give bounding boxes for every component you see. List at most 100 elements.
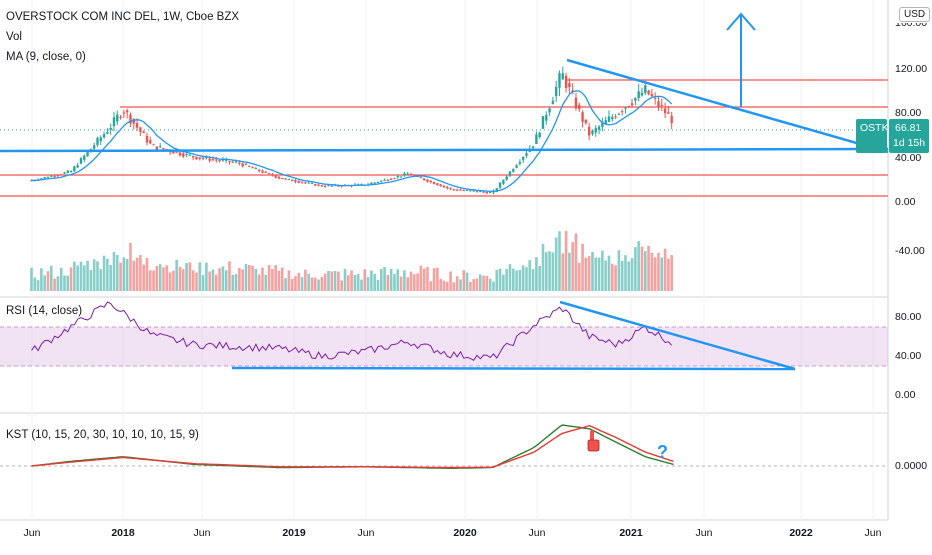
volume-bar	[99, 269, 103, 291]
candle-body	[241, 163, 244, 167]
candle-body	[452, 189, 456, 191]
candle-body	[310, 183, 314, 185]
time-axis-tick: Jun	[528, 527, 546, 539]
volume-bar	[495, 269, 499, 291]
volume-bar	[343, 268, 347, 291]
candle-body	[426, 179, 429, 182]
candle-body	[53, 175, 56, 177]
volume-bar	[459, 279, 462, 291]
volume-bar	[313, 277, 317, 291]
candle-body	[624, 107, 627, 109]
volume-bar	[33, 277, 37, 291]
candle-body	[667, 112, 670, 114]
volume-bar	[445, 281, 449, 291]
time-axis-tick: Jun	[193, 527, 211, 539]
candle-body	[670, 115, 673, 124]
candle-body	[271, 174, 274, 176]
candle-body	[502, 179, 505, 184]
time-axis-tick: 2021	[619, 527, 643, 539]
volume-bar	[492, 281, 495, 291]
volume-bar	[370, 270, 373, 291]
candle-body	[551, 100, 555, 105]
trendline-descending[interactable]	[566, 58, 889, 154]
volume-bar	[604, 260, 607, 291]
volume-bar	[300, 277, 304, 291]
candle-body	[92, 145, 96, 149]
time-axis-tick: 2019	[282, 527, 306, 539]
candle-body	[594, 128, 597, 133]
currency-button[interactable]: USD	[899, 7, 931, 22]
volume-bar	[310, 277, 314, 291]
price-axis-tick: 40.00	[895, 152, 922, 164]
volume-bar	[139, 255, 142, 291]
candle-body	[389, 178, 393, 180]
volume-bar	[515, 270, 518, 291]
candle-body	[584, 119, 588, 124]
volume-bar	[376, 279, 380, 291]
volume-bar	[627, 261, 631, 291]
candle-body	[277, 176, 281, 179]
volume-bar	[323, 273, 327, 291]
rsi-trendline-support[interactable]	[231, 366, 796, 371]
candle-body	[46, 177, 50, 179]
volume-bar	[614, 265, 617, 291]
ma-9-line[interactable]	[31, 90, 673, 192]
volume-bar	[634, 247, 637, 291]
volume-bar	[191, 270, 195, 291]
candle-body	[218, 159, 221, 161]
candle-body	[597, 126, 601, 130]
volume-bar	[571, 242, 574, 291]
rsi-trendline-descending[interactable]	[559, 300, 796, 371]
volume-bar	[49, 265, 53, 291]
candle-body	[244, 164, 248, 166]
candle-body	[614, 116, 617, 118]
candle-body	[304, 182, 307, 184]
target-arrow-head[interactable]	[726, 12, 756, 31]
candle-body	[657, 101, 660, 107]
rsi-label: RSI (14, close)	[6, 305, 83, 317]
volume-bar	[406, 277, 409, 291]
volume-bar	[119, 262, 122, 291]
volume-bar	[601, 250, 604, 291]
volume-bar	[158, 264, 162, 291]
volume-bar	[568, 252, 571, 291]
time-axis-tick: Jun	[23, 527, 41, 539]
candle-body	[50, 175, 53, 177]
ma-label: MA (9, close, 0)	[6, 51, 86, 63]
volume-bar	[653, 257, 657, 291]
candle-body	[327, 185, 330, 187]
candle-body	[637, 91, 640, 99]
volume-bar	[393, 273, 396, 291]
volume-bar	[254, 268, 258, 291]
volume-bar	[409, 271, 413, 291]
candle-body	[119, 117, 122, 119]
candle-body	[574, 97, 578, 109]
volume-bar	[574, 233, 578, 291]
bar-countdown: 1d 15h	[893, 137, 926, 149]
trendline-horizontal-support[interactable]	[0, 147, 889, 153]
candle-body	[297, 181, 300, 183]
volume-bar	[224, 270, 228, 291]
rsi-axis-tick: 80.00	[895, 311, 922, 323]
candle-body	[145, 135, 149, 143]
candle-body	[106, 132, 109, 134]
candle-body	[112, 117, 116, 127]
volume-bar	[538, 265, 541, 291]
kst-signal-line[interactable]	[31, 424, 674, 469]
volume-bar	[412, 274, 416, 291]
candle-body	[238, 162, 241, 164]
volume-bar	[43, 275, 46, 291]
candle-body	[406, 173, 409, 175]
candle-body	[429, 180, 432, 182]
volume-bar	[640, 246, 644, 291]
candle-body	[158, 146, 162, 148]
candle-body	[383, 179, 386, 181]
volume-bar	[330, 271, 334, 291]
volume-bar	[290, 278, 294, 291]
volume-bar	[188, 262, 192, 291]
volume-bar	[274, 265, 277, 291]
volume-bar	[449, 271, 452, 291]
rsi-line[interactable]	[31, 301, 673, 361]
volume-bar	[142, 264, 145, 291]
